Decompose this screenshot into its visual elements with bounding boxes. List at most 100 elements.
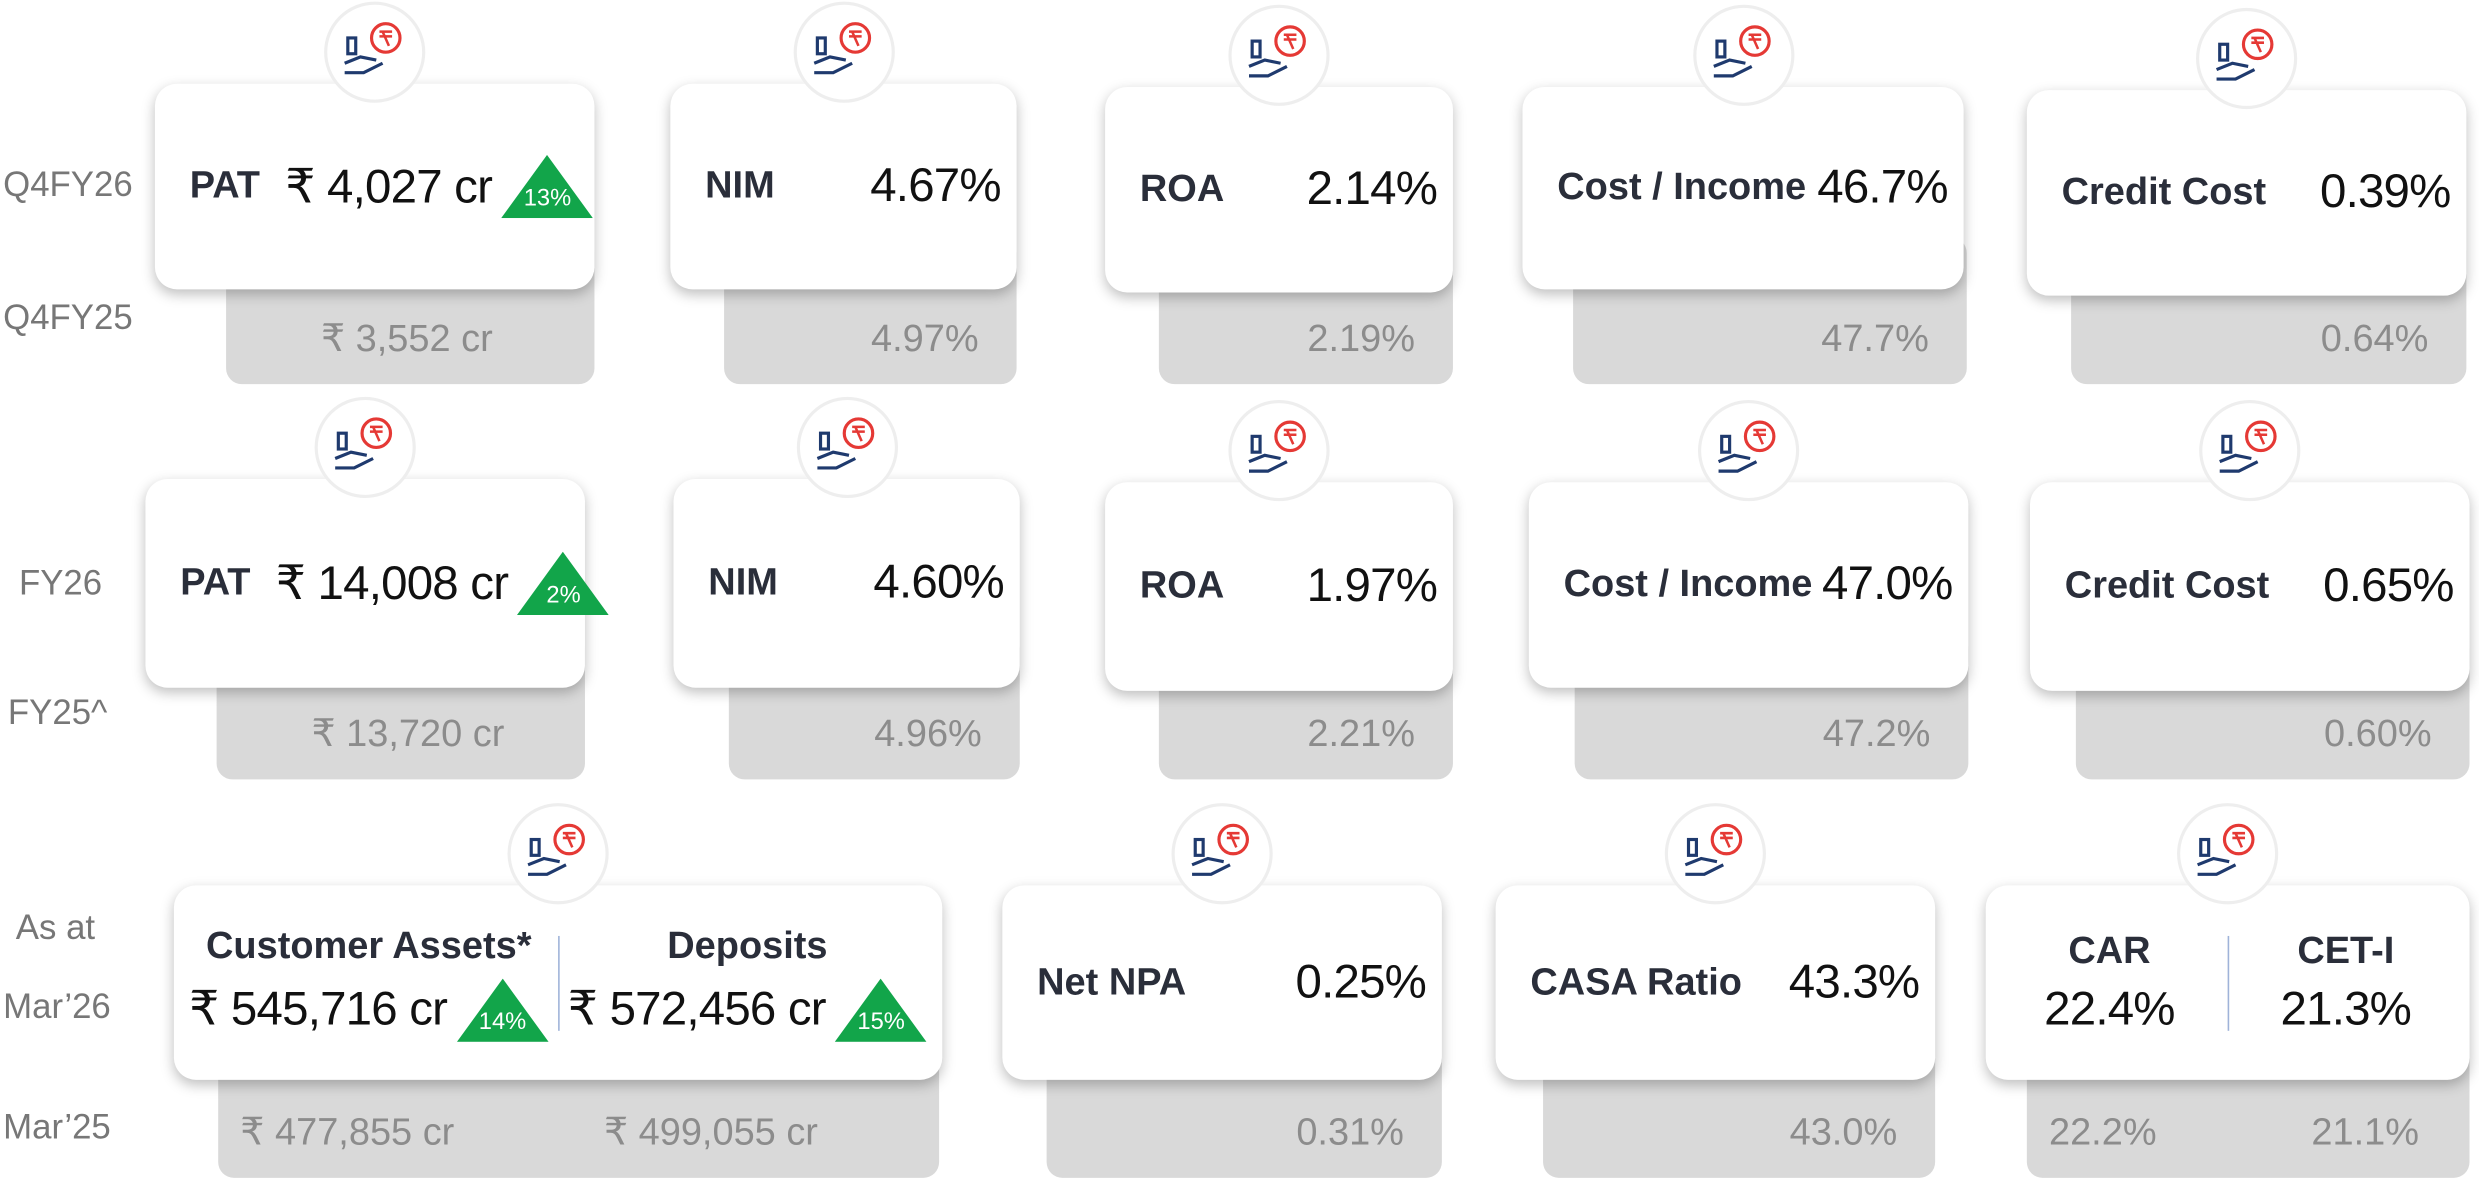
previous-value: 22.2% bbox=[2048, 1111, 2157, 1155]
metric-half: Customer Assets* ₹ 545,716 cr 14% bbox=[180, 885, 557, 1079]
previous-value: ₹ 13,720 cr bbox=[311, 713, 505, 756]
metric-half: Deposits ₹ 572,456 cr 15% bbox=[559, 885, 936, 1079]
icon bbox=[1228, 399, 1330, 502]
value-row: ₹ 545,716 cr 14% bbox=[189, 977, 549, 1042]
metric-value: ₹ 572,456 cr bbox=[567, 983, 827, 1036]
metric-name: ROA bbox=[1139, 564, 1225, 608]
previous-value: 43.0% bbox=[1789, 1111, 1898, 1155]
metric-value: 22.4% bbox=[2044, 982, 2175, 1035]
value-row: 22.4% bbox=[2044, 983, 2175, 1037]
icon bbox=[792, 1, 895, 103]
card: Net NPA 0.25% bbox=[1002, 885, 1442, 1080]
previous-value: 47.7% bbox=[1821, 317, 1929, 361]
growth-value: 14% bbox=[478, 1007, 527, 1035]
icon bbox=[2177, 803, 2279, 905]
card: CASA Ratio 43.3% bbox=[1495, 885, 1936, 1080]
row-label: As at bbox=[15, 907, 96, 948]
previous-value: 0.60% bbox=[2323, 713, 2432, 756]
previous-value: 4.96% bbox=[874, 713, 982, 756]
growth-badge: 14% bbox=[456, 977, 549, 1042]
icon bbox=[324, 1, 426, 103]
icon bbox=[2199, 399, 2301, 502]
card: Cost / Income 47.0% bbox=[1528, 482, 1969, 688]
metric-name: Customer Assets* bbox=[206, 924, 532, 967]
icon bbox=[1664, 803, 1766, 905]
metric-value: 4.60% bbox=[873, 556, 1004, 609]
card: NIM 4.60% bbox=[673, 479, 1020, 688]
icon bbox=[1692, 4, 1794, 106]
divider bbox=[557, 935, 559, 1031]
icon bbox=[796, 396, 898, 499]
icon bbox=[314, 396, 416, 499]
metric-name: PAT bbox=[189, 164, 260, 208]
metric-value: 43.3% bbox=[1788, 955, 1920, 1008]
metric-value: 21.3% bbox=[2280, 982, 2412, 1035]
metric-value: 47.0% bbox=[1821, 558, 1953, 611]
icon bbox=[507, 803, 609, 905]
row-label: Mar’25 bbox=[3, 1106, 111, 1147]
metric-value: 0.39% bbox=[2319, 166, 2451, 219]
metric-name: NIM bbox=[708, 561, 778, 604]
metric-value: ₹ 4,027 cr bbox=[285, 160, 493, 213]
card: Credit Cost 0.65% bbox=[2030, 482, 2470, 691]
previous-value: 2.21% bbox=[1307, 713, 1415, 756]
metric-value: 0.65% bbox=[2323, 559, 2454, 612]
metric-name: Cost / Income bbox=[1557, 166, 1807, 209]
card: ROA 2.14% bbox=[1105, 86, 1453, 293]
growth-badge: 2% bbox=[517, 551, 610, 616]
card: Credit Cost 0.39% bbox=[2026, 90, 2467, 296]
previous-value: 4.97% bbox=[871, 317, 979, 361]
previous-value: 21.1% bbox=[2311, 1111, 2420, 1155]
growth-value: 2% bbox=[546, 581, 581, 609]
metric-name: Credit Cost bbox=[2061, 170, 2267, 214]
icon bbox=[1228, 4, 1330, 106]
metric-name: Cost / Income bbox=[1563, 562, 1813, 606]
previous-value: 0.64% bbox=[2320, 317, 2429, 361]
growth-value: 13% bbox=[523, 184, 572, 212]
card: PAT ₹ 14,008 cr 2% bbox=[145, 479, 610, 688]
metric-name: Deposits bbox=[667, 924, 828, 967]
metric-half: CAR 22.4% bbox=[1992, 885, 2227, 1079]
value-row: ₹ 572,456 cr 15% bbox=[567, 977, 928, 1042]
metric-name: Credit Cost bbox=[2064, 564, 2270, 608]
metric-value: 1.97% bbox=[1306, 559, 1438, 612]
card: CAR 22.4% CET-I 21.3% bbox=[1985, 885, 2470, 1080]
growth-badge: 13% bbox=[501, 154, 594, 219]
metric-value: ₹ 545,716 cr bbox=[189, 983, 448, 1036]
metric-name: ROA bbox=[1139, 167, 1225, 211]
metric-name: CAR bbox=[2068, 928, 2151, 972]
metric-value: 2.14% bbox=[1306, 162, 1438, 216]
row-label: FY26 bbox=[18, 562, 103, 603]
metric-value: 46.7% bbox=[1817, 161, 1948, 214]
metric-name: Net NPA bbox=[1037, 960, 1187, 1004]
card: PAT ₹ 4,027 cr 13% bbox=[154, 83, 595, 290]
card: Cost / Income 46.7% bbox=[1522, 86, 1964, 290]
metric-value: 0.25% bbox=[1295, 955, 1427, 1008]
previous-value: 47.2% bbox=[1822, 713, 1931, 756]
icon bbox=[2196, 7, 2298, 110]
previous-value: ₹ 477,855 cr bbox=[240, 1111, 455, 1155]
card: ROA 1.97% bbox=[1105, 482, 1453, 691]
metric-half: CET-I 21.3% bbox=[2228, 885, 2463, 1079]
previous-value: ₹ 499,055 cr bbox=[603, 1111, 818, 1155]
row-label: FY25^ bbox=[7, 692, 108, 733]
metric-name: NIM bbox=[705, 164, 775, 208]
row-label: Q4FY26 bbox=[3, 164, 133, 204]
card: Customer Assets* ₹ 545,716 cr 14% Deposits ₹… bbox=[173, 885, 943, 1080]
divider bbox=[2226, 935, 2229, 1031]
previous-value: 0.31% bbox=[1296, 1111, 1404, 1155]
growth-value: 15% bbox=[857, 1007, 905, 1035]
icon bbox=[1697, 399, 1800, 502]
metric-name: PAT bbox=[180, 561, 251, 604]
row-label: Mar’26 bbox=[3, 986, 111, 1027]
metric-name: CET-I bbox=[2297, 928, 2395, 972]
row-label: Q4FY25 bbox=[3, 297, 133, 337]
value-row: 21.3% bbox=[2281, 983, 2412, 1037]
metric-name: CASA Ratio bbox=[1530, 960, 1742, 1004]
previous-value: 2.19% bbox=[1307, 317, 1415, 361]
metric-value: ₹ 14,008 cr bbox=[275, 557, 509, 610]
growth-badge: 15% bbox=[835, 977, 928, 1042]
previous-value: ₹ 3,552 cr bbox=[320, 317, 493, 361]
icon bbox=[1171, 803, 1273, 905]
